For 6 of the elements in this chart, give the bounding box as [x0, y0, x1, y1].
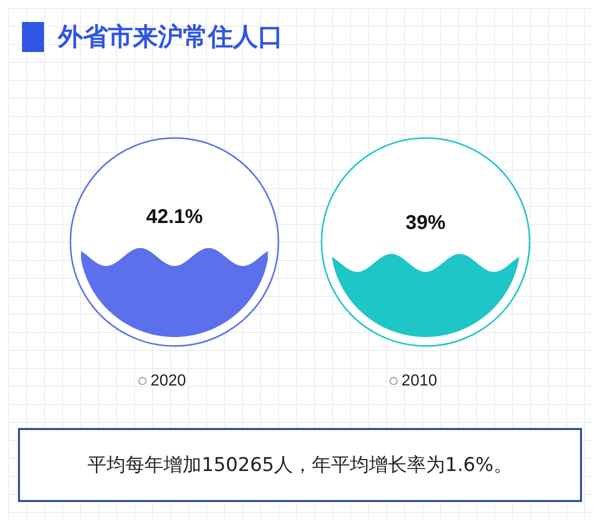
data-label: 42.1%	[146, 206, 204, 228]
category-label: 2020	[150, 372, 186, 390]
text: 平均每年增加150265人，年平均增长率为1.6%。	[18, 428, 582, 502]
category-label: 2010	[402, 372, 438, 390]
data-label: 39%	[406, 212, 446, 234]
text: 外省市来沪常住人口	[58, 21, 283, 53]
